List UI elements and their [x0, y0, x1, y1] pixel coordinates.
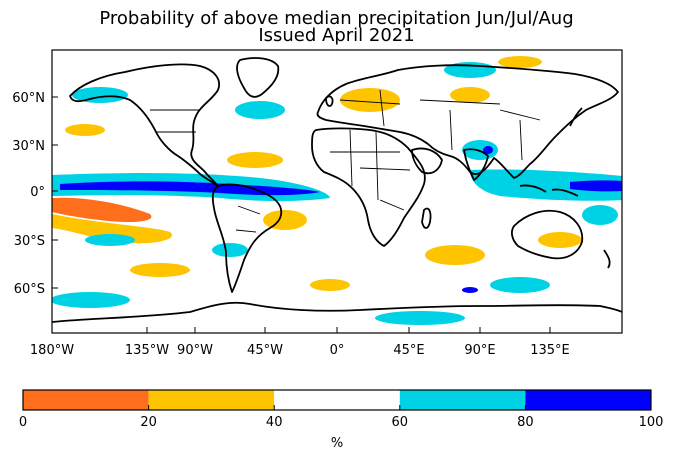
below-median-asia	[450, 87, 490, 103]
colorbar-tick-label: 0	[19, 415, 27, 430]
south-america-coast	[211, 183, 283, 293]
uk-coast	[325, 95, 334, 107]
colorbar-bin	[274, 390, 400, 410]
strong-above-median-west-pacific	[570, 180, 622, 192]
greenland-coast	[236, 57, 280, 98]
europe-asia-coast	[316, 64, 619, 179]
map-title: Probability of above median precipitatio…	[99, 8, 574, 29]
colorbar-unit-label: %	[331, 436, 343, 451]
indonesia-coast	[519, 184, 579, 197]
lat-tick-label: 60°N	[12, 91, 45, 106]
above-median-southern-ocean-east	[375, 311, 465, 325]
below-median-south-america	[263, 210, 307, 230]
strong-above-median-india	[483, 146, 493, 154]
antarctica-coast	[52, 301, 622, 323]
above-median-north-pacific	[72, 87, 128, 103]
africa-coast	[311, 127, 426, 247]
above-median-south-indian	[490, 277, 550, 293]
below-median-europe	[340, 88, 400, 112]
above-median-south-america	[212, 243, 248, 257]
below-median-arctic	[498, 56, 542, 68]
new-zealand-coast	[603, 249, 611, 269]
colorbar-tick-label: 100	[639, 415, 664, 430]
below-median-south-pacific-east	[130, 263, 190, 277]
colorbar-tick-label: 60	[392, 415, 409, 430]
colorbar-frame	[22, 389, 652, 411]
colorbar-bin	[399, 390, 526, 410]
lon-tick-label: 90°W	[177, 343, 213, 358]
country-borders	[150, 89, 541, 233]
colorbar-bin	[23, 390, 149, 410]
colorbar-tick-label: 20	[140, 415, 157, 430]
below-median-band-south-pacific	[52, 214, 172, 244]
precip-probability-field	[52, 56, 622, 325]
arabia-coast	[411, 147, 443, 175]
lon-tick-label: 135°W	[125, 343, 169, 358]
madagascar-coast	[421, 207, 432, 229]
above-median-maritime-continent	[470, 169, 622, 201]
north-america-coast	[69, 63, 220, 187]
coastlines	[52, 57, 622, 323]
lat-tick-label: 60°S	[14, 282, 45, 297]
map-panel	[51, 49, 623, 334]
above-median-north-atlantic	[235, 101, 285, 119]
colorbar-tick-label: 80	[517, 415, 534, 430]
above-median-south-pacific	[85, 234, 135, 246]
below-median-south-indian	[425, 245, 485, 265]
japan-coast	[569, 107, 583, 127]
colorbar-bin	[525, 390, 651, 410]
lon-tick-label: 180°W	[30, 343, 74, 358]
border-lines	[150, 89, 541, 233]
colorbar-bin	[148, 390, 275, 410]
below-median-north-pacific	[65, 124, 105, 136]
latitude-axis: 60°N 30°N 0° 30°S 60°S	[12, 91, 58, 297]
lat-tick-label: 30°S	[14, 234, 45, 249]
below-median-australia-east	[538, 232, 582, 248]
below-median-south-atlantic	[310, 279, 350, 291]
india-coast	[463, 148, 489, 181]
colorbar-tick-label: 40	[266, 415, 283, 430]
lon-tick-label: 135°E	[530, 343, 570, 358]
below-median-north-atlantic	[227, 152, 283, 168]
above-median-southern-ocean-west	[52, 292, 130, 308]
dry-anomaly-east-pacific	[52, 197, 152, 222]
lon-tick-label: 45°E	[393, 343, 424, 358]
lat-tick-label: 0°	[30, 185, 45, 200]
longitude-axis: 180°W 135°W 90°W 45°W 0° 45°E 90°E 135°E	[30, 327, 570, 358]
lon-tick-label: 90°E	[464, 343, 495, 358]
lon-tick-label: 0°	[330, 343, 345, 358]
above-median-india	[462, 140, 498, 160]
map-subtitle: Issued April 2021	[258, 25, 415, 46]
lon-tick-label: 45°W	[247, 343, 283, 358]
strong-above-median-south-indian	[462, 287, 478, 293]
above-median-southwest-pacific	[582, 205, 618, 225]
colorbar: 0 20 40 60 80 100%	[19, 389, 664, 451]
australia-coast	[511, 209, 584, 260]
lat-tick-label: 30°N	[12, 139, 45, 154]
strong-above-median-pacific-itcz	[60, 181, 320, 196]
